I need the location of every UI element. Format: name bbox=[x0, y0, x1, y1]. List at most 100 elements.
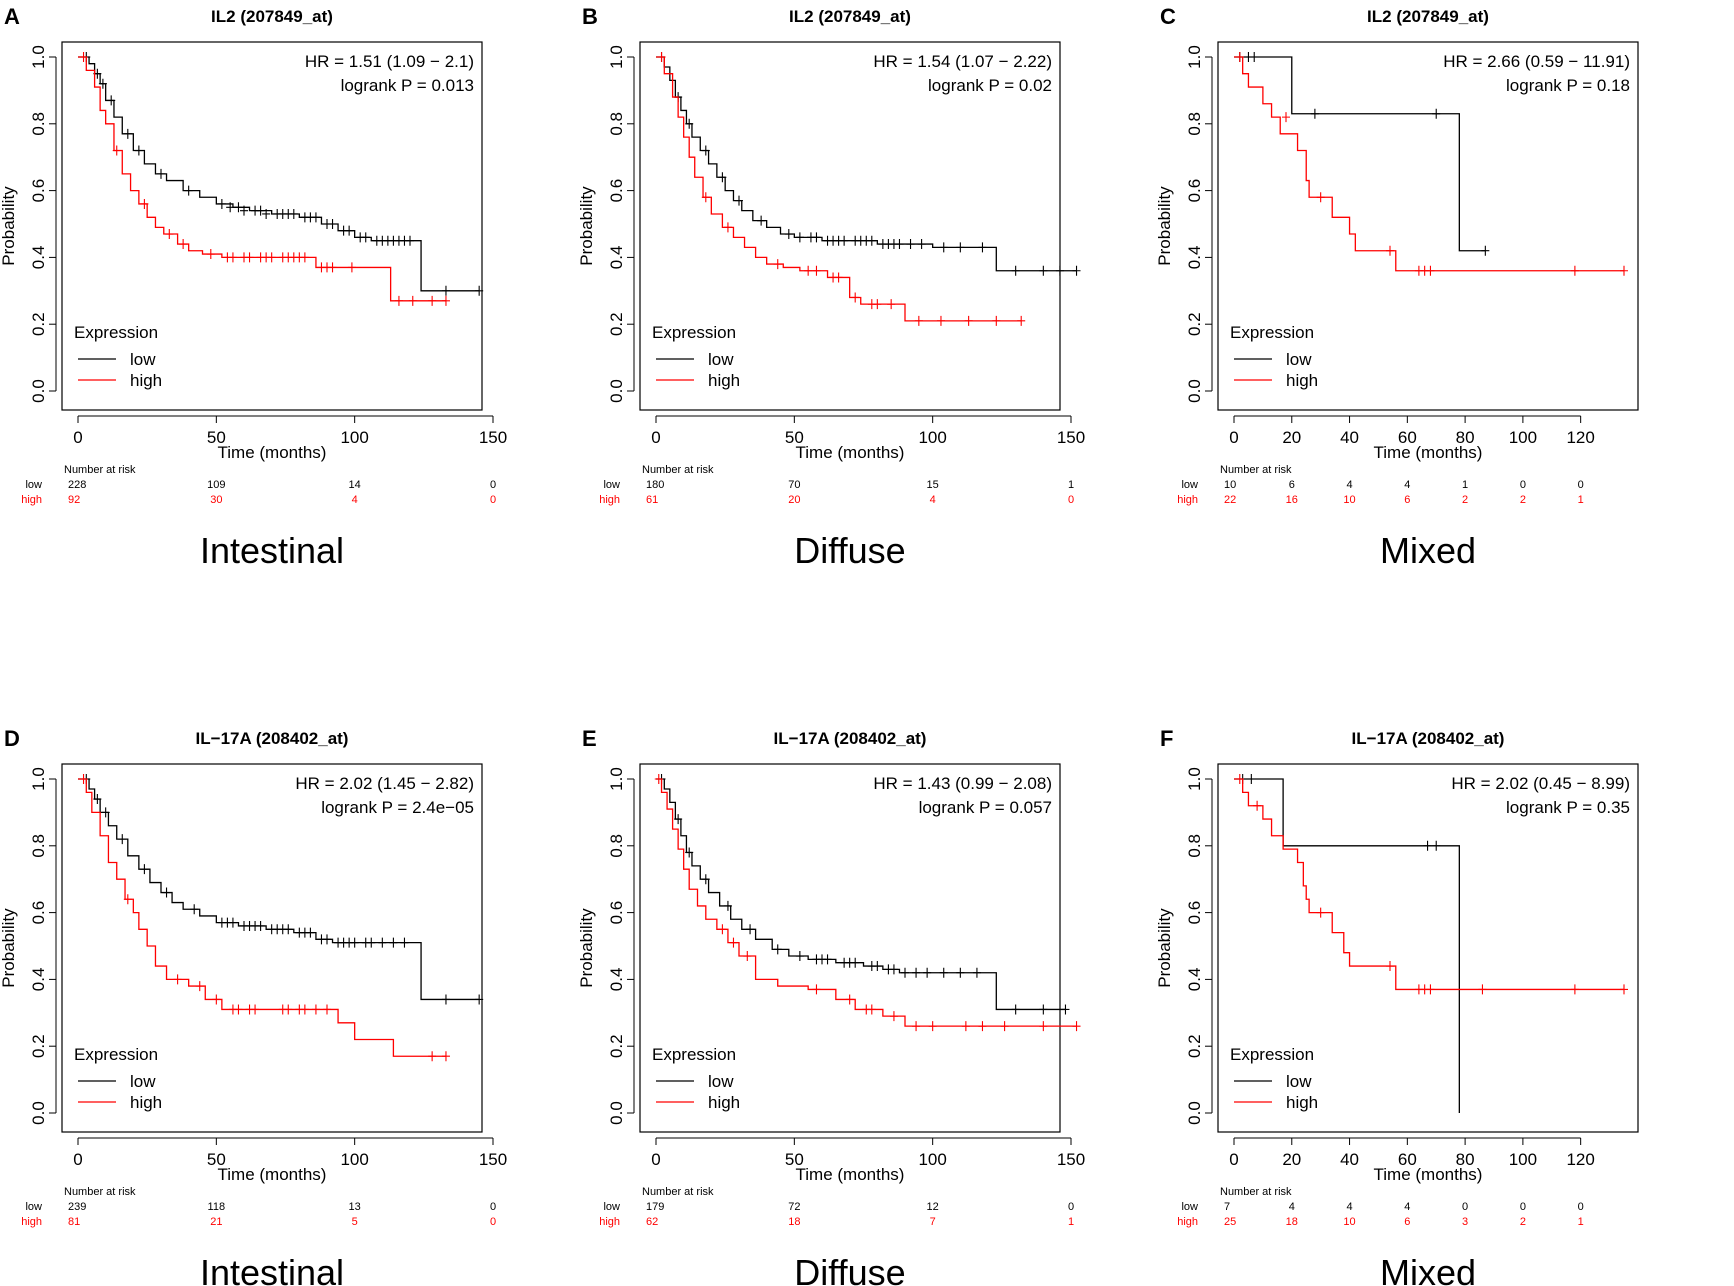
risk-count-low: 239 bbox=[68, 1201, 86, 1213]
risk-count-high: 0 bbox=[490, 1216, 496, 1228]
x-tick-label: 0 bbox=[651, 428, 660, 447]
censor-mark-low bbox=[939, 242, 948, 253]
risk-count-high: 5 bbox=[352, 1216, 358, 1228]
censor-mark-low bbox=[323, 934, 331, 945]
x-axis-label: Time (months) bbox=[1374, 443, 1483, 462]
panel-letter: F bbox=[1160, 726, 1173, 751]
censor-mark-high bbox=[773, 259, 782, 270]
censor-mark-high bbox=[701, 192, 710, 203]
risk-count-high: 3 bbox=[1462, 1216, 1468, 1228]
legend-title: Expression bbox=[1230, 1045, 1314, 1064]
censor-mark-high bbox=[1282, 112, 1290, 123]
censor-mark-high bbox=[300, 1004, 309, 1015]
risk-count-high: 30 bbox=[210, 494, 222, 506]
x-tick-label: 60 bbox=[1398, 428, 1417, 447]
risk-count-low: 118 bbox=[208, 1201, 226, 1213]
y-tick-label: 0.2 bbox=[1185, 312, 1204, 336]
censor-mark-low bbox=[441, 994, 450, 1005]
censor-mark-high bbox=[195, 981, 204, 992]
censor-mark-high bbox=[1386, 961, 1394, 972]
risk-count-low: 0 bbox=[1578, 1201, 1584, 1213]
legend-label-high: high bbox=[1286, 371, 1318, 390]
legend-label-low: low bbox=[708, 1072, 734, 1091]
censor-mark-high bbox=[936, 315, 945, 326]
censor-mark-high bbox=[1253, 800, 1262, 811]
y-tick-label: 1.0 bbox=[29, 767, 48, 791]
censor-mark-high bbox=[228, 252, 237, 263]
panel-title: IL−17A (208402_at) bbox=[196, 729, 349, 748]
censor-mark-low bbox=[162, 887, 171, 898]
risk-count-low: 10 bbox=[1224, 479, 1236, 491]
censor-mark-low bbox=[1481, 245, 1490, 256]
censor-mark-high bbox=[267, 252, 276, 263]
censor-mark-high bbox=[328, 262, 337, 273]
censor-mark-low bbox=[98, 78, 107, 89]
censor-mark-high bbox=[873, 299, 882, 310]
y-tick-label: 0.6 bbox=[29, 179, 48, 203]
risk-count-low: 4 bbox=[1404, 479, 1410, 491]
risk-label-low: low bbox=[1181, 479, 1198, 491]
logrank-text: logrank P = 0.18 bbox=[1506, 76, 1630, 95]
y-tick-label: 0.8 bbox=[1185, 834, 1204, 858]
censor-mark-low bbox=[917, 239, 926, 250]
risk-count-high: 61 bbox=[646, 494, 658, 506]
censor-mark-low bbox=[1247, 774, 1256, 784]
censor-mark-high bbox=[912, 1021, 921, 1032]
censor-mark-low bbox=[328, 219, 337, 229]
risk-count-high: 18 bbox=[788, 1216, 800, 1228]
x-axis-label: Time (months) bbox=[796, 443, 905, 462]
risk-count-low: 4 bbox=[1404, 1201, 1410, 1213]
censor-mark-low bbox=[701, 874, 710, 885]
y-tick-label: 0.0 bbox=[29, 1101, 48, 1125]
censor-mark-low bbox=[311, 212, 320, 223]
y-tick-label: 0.6 bbox=[29, 901, 48, 925]
plot-frame bbox=[1217, 763, 1639, 1133]
km-curve-high bbox=[1234, 56, 1624, 272]
censor-mark-low bbox=[367, 937, 376, 948]
risk-label-low: low bbox=[25, 479, 42, 491]
risk-count-high: 81 bbox=[68, 1216, 80, 1228]
censor-mark-low bbox=[240, 205, 248, 216]
censor-mark-low bbox=[140, 864, 149, 875]
y-tick-label: 0.2 bbox=[29, 1034, 48, 1058]
risk-count-low: 4 bbox=[1289, 1201, 1295, 1213]
x-tick-label: 20 bbox=[1282, 1150, 1301, 1169]
censor-mark-low bbox=[184, 185, 193, 196]
risk-count-low: 12 bbox=[927, 1201, 939, 1213]
x-axis-label: Time (months) bbox=[218, 1165, 327, 1184]
x-tick-label: 0 bbox=[651, 1150, 660, 1169]
plot-frame bbox=[639, 763, 1061, 1133]
x-tick-label: 100 bbox=[918, 1150, 946, 1169]
censor-mark-high bbox=[1386, 245, 1394, 256]
censor-mark-low bbox=[256, 205, 265, 216]
censor-mark-high bbox=[1620, 265, 1628, 276]
panel-letter: A bbox=[4, 4, 20, 29]
legend-label-low: low bbox=[130, 350, 156, 369]
censor-mark-high bbox=[718, 924, 727, 935]
plot-frame bbox=[61, 763, 483, 1133]
panel-c: C IL2 (207849_at) 0.0 0.2 0.4 0.6 0.8 1.0 Probab… bbox=[1155, 4, 1639, 571]
censor-mark-high bbox=[251, 1004, 260, 1015]
censor-mark-low bbox=[378, 937, 387, 948]
panel-title: IL−17A (208402_at) bbox=[1352, 729, 1505, 748]
censor-mark-low bbox=[889, 964, 898, 975]
censor-mark-low bbox=[226, 202, 235, 213]
censor-mark-high bbox=[112, 145, 121, 156]
risk-table-title: Number at risk bbox=[64, 464, 136, 476]
logrank-text: logrank P = 0.013 bbox=[341, 76, 474, 95]
censor-mark-low bbox=[284, 924, 293, 935]
censor-mark-low bbox=[901, 967, 909, 978]
censor-mark-low bbox=[217, 198, 226, 209]
risk-count-low: 14 bbox=[349, 479, 361, 491]
y-tick-label: 1.0 bbox=[29, 45, 48, 69]
x-tick-label: 0 bbox=[73, 1150, 82, 1169]
y-axis-label: Probability bbox=[1155, 186, 1174, 266]
censor-mark-high bbox=[961, 1021, 970, 1032]
y-tick-label: 1.0 bbox=[1185, 45, 1204, 69]
censor-mark-low bbox=[784, 229, 793, 240]
logrank-text: logrank P = 2.4e−05 bbox=[321, 798, 474, 817]
x-axis-label: Time (months) bbox=[796, 1165, 905, 1184]
risk-count-low: 13 bbox=[349, 1201, 361, 1213]
censor-mark-low bbox=[978, 242, 987, 253]
